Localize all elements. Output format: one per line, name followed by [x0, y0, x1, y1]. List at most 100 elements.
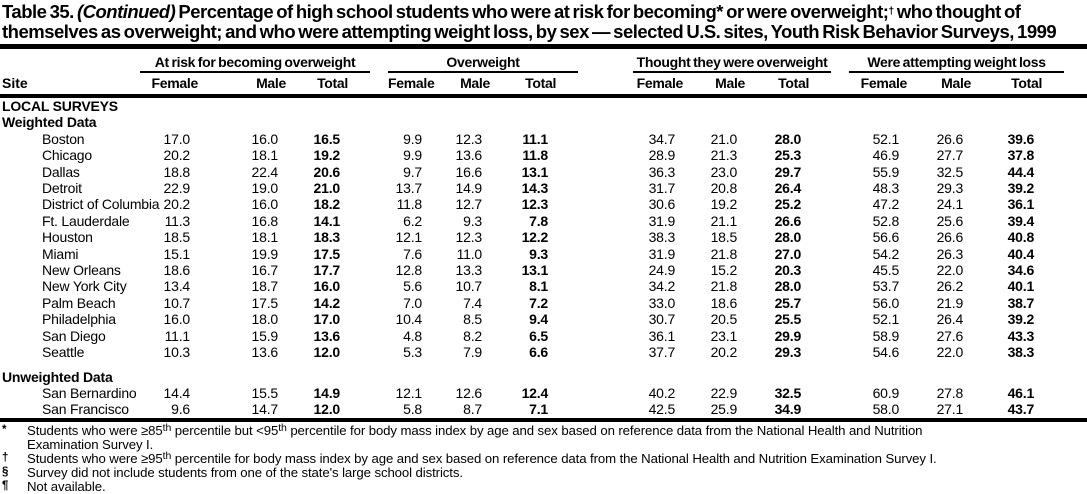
- column-gap: [1064, 51, 1087, 72]
- column-gap: [578, 72, 634, 98]
- value-cell: 30.7: [648, 311, 676, 328]
- footnote: † Students who were ≥95th percentile for …: [0, 450, 1087, 466]
- value-cell: 27.7: [936, 147, 964, 164]
- value-cell: 55.9: [872, 163, 900, 180]
- group-gap: [370, 196, 388, 212]
- title-divider: [0, 44, 1087, 49]
- value-cell: 10.7: [163, 294, 191, 311]
- footnote-marker: *: [2, 423, 7, 436]
- value-cell: 56.0: [872, 294, 900, 311]
- value-cell: 9.6: [171, 401, 190, 418]
- table-row: San Diego 11.1 15.9 13.6 4.8 8.2 6.5 36.1 23.1 29…: [0, 328, 1087, 344]
- group-gap: [831, 278, 849, 294]
- value-cell: 8.5: [463, 311, 482, 328]
- value-cell: 12.1: [395, 229, 423, 246]
- group-gap: [831, 385, 849, 401]
- value-cell: 20.5: [710, 311, 738, 328]
- value-cell: 21.1: [710, 212, 738, 229]
- sub-header-row: Site Female Male Total Female Male Total…: [0, 72, 1087, 98]
- value-cell: 48.3: [872, 180, 900, 197]
- value-cell: 58.0: [872, 401, 900, 418]
- value-cell: 26.6: [936, 130, 964, 147]
- site-cell: San Francisco: [42, 401, 129, 418]
- group-gap: [370, 295, 388, 311]
- table-row: Miami 15.1 19.9 17.5 7.6 11.0 9.3 31.9 21.8 27.0 5…: [0, 246, 1087, 262]
- group-gap: [578, 385, 633, 401]
- value-cell: 7.0: [403, 294, 422, 311]
- value-cell: 12.2: [521, 229, 549, 246]
- group-gap: [578, 131, 633, 147]
- value-cell: 38.3: [648, 229, 676, 246]
- site-cell: Chicago: [42, 147, 92, 164]
- column-gap: [1064, 72, 1087, 98]
- group-gap: [831, 229, 849, 245]
- row-end-gap: [1064, 147, 1087, 163]
- site-cell: New York City: [42, 278, 127, 295]
- value-cell: 23.1: [710, 327, 738, 344]
- section-heading: LOCAL SURVEYS: [2, 98, 118, 114]
- value-cell: 27.0: [774, 245, 802, 262]
- column-header-female-thought: Female: [633, 72, 706, 98]
- section-heading-row: Unweighted Data: [0, 361, 1087, 385]
- group-gap: [578, 401, 633, 417]
- value-cell: 26.6: [774, 212, 802, 229]
- value-cell: 17.7: [313, 262, 341, 279]
- value-cell: 12.0: [313, 401, 341, 418]
- site-cell: San Bernardino: [42, 384, 137, 401]
- value-cell: 26.4: [774, 180, 802, 197]
- row-end-gap: [1064, 344, 1087, 360]
- column-header-male-attempting: Male: [929, 72, 994, 98]
- table-row: New Orleans 18.6 16.7 17.7 12.8 13.3 13.1 24.9 1…: [0, 262, 1087, 278]
- table-row: Houston 18.5 18.1 18.3 12.1 12.3 12.2 38.3 18.5 2…: [0, 229, 1087, 245]
- group-gap: [831, 295, 849, 311]
- table-row: Detroit 22.9 19.0 21.0 13.7 14.9 14.3 31.7 20.8 2…: [0, 180, 1087, 196]
- value-cell: 53.7: [872, 278, 900, 295]
- value-cell: 27.8: [936, 384, 964, 401]
- footnote: ¶ Not available.: [0, 479, 1087, 494]
- value-cell: 9.9: [403, 147, 422, 164]
- title-text-3: who thought of: [893, 1, 1021, 22]
- value-cell: 19.2: [710, 196, 738, 213]
- group-gap: [578, 164, 633, 180]
- value-cell: 21.9: [936, 294, 964, 311]
- value-cell: 28.0: [774, 130, 802, 147]
- value-cell: 13.4: [163, 278, 191, 295]
- value-cell: 19.0: [251, 180, 279, 197]
- value-cell: 25.2: [774, 196, 802, 213]
- table-number: Table 35.: [2, 1, 74, 22]
- value-cell: 28.9: [648, 147, 676, 164]
- footnote-text: Survey did not include students from one…: [27, 464, 463, 480]
- footnote: * Students who were ≥85th percentile but …: [0, 421, 1087, 452]
- footnote-text: Students who were ≥85th percentile but <…: [27, 421, 923, 452]
- column-header-male-at-risk: Male: [220, 72, 308, 98]
- row-end-gap: [1064, 213, 1087, 229]
- value-cell: 17.5: [251, 294, 279, 311]
- value-cell: 28.0: [774, 278, 802, 295]
- table-row: Ft. Lauderdale 11.3 16.8 14.1 6.2 9.3 7.8 31.9 2…: [0, 213, 1087, 229]
- value-cell: 16.0: [163, 311, 191, 328]
- group-gap: [831, 196, 849, 212]
- table-row: Dallas 18.8 22.4 20.6 9.7 16.6 13.1 36.3 23.0 29.…: [0, 164, 1087, 180]
- group-gap: [578, 180, 633, 196]
- value-cell: 15.2: [710, 262, 738, 279]
- value-cell: 34.6: [1007, 262, 1035, 279]
- value-cell: 12.8: [395, 262, 423, 279]
- group-gap: [831, 401, 849, 417]
- value-cell: 21.0: [313, 180, 341, 197]
- site-cell: District of Columbia: [42, 196, 160, 213]
- group-gap: [370, 278, 388, 294]
- group-gap: [370, 385, 388, 401]
- column-gap: [578, 51, 633, 72]
- value-cell: 58.9: [872, 327, 900, 344]
- value-cell: 32.5: [774, 384, 802, 401]
- group-gap: [831, 344, 849, 360]
- value-cell: 13.3: [455, 262, 483, 279]
- value-cell: 20.3: [774, 262, 802, 279]
- value-cell: 22.0: [936, 262, 964, 279]
- column-header-male-thought: Male: [705, 72, 768, 98]
- value-cell: 36.1: [648, 327, 676, 344]
- value-cell: 16.8: [251, 212, 279, 229]
- column-gap: [370, 72, 388, 98]
- value-cell: 13.6: [455, 147, 483, 164]
- value-cell: 26.3: [936, 245, 964, 262]
